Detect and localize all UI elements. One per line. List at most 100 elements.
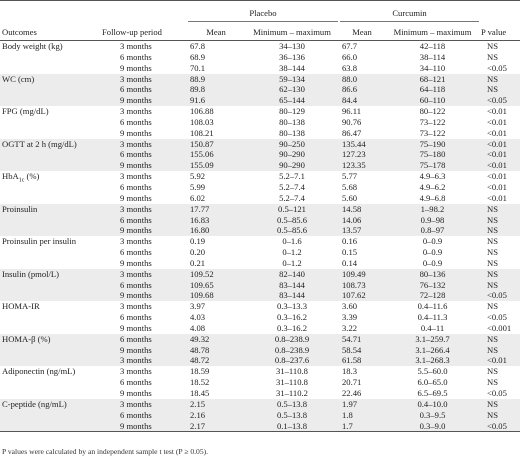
curcumin-mean-cell: 5.77 bbox=[342, 171, 358, 182]
table-row: 9 months 48.78 0.8–238.9 58.54 3.1–266.4 NS bbox=[0, 344, 520, 356]
p-value-cell: NS bbox=[479, 225, 520, 237]
p-value-cell: NS bbox=[487, 377, 498, 388]
curcumin-mean-cell: 20.71 bbox=[342, 377, 362, 388]
placebo-range-cell: 31–110.2 bbox=[276, 388, 308, 398]
p-value-cell: NS bbox=[479, 73, 520, 85]
placebo-mean-cell: 48.72 bbox=[186, 355, 244, 367]
placebo-mean-cell: 5.99 bbox=[190, 181, 206, 192]
p-value-cell: NS bbox=[479, 279, 520, 291]
table-row: 6 months 108.03 80–138 90.76 73–122 <0.01 bbox=[0, 117, 520, 128]
followup-cell: 9 months bbox=[100, 420, 186, 433]
curcumin-mean-cell: 3.22 bbox=[342, 322, 358, 333]
curcumin-mean-cell: 63.8 bbox=[342, 62, 358, 73]
curcumin-range-cell: 0.9–98 bbox=[384, 214, 479, 226]
placebo-range-cell: 0.8–238.9 bbox=[244, 333, 338, 345]
followup-cell: 3 months bbox=[120, 366, 152, 377]
curcumin-range-cell: 5.5–60.0 bbox=[417, 366, 448, 377]
outcome-cell bbox=[0, 323, 100, 334]
placebo-range-cell: 34–130 bbox=[279, 41, 305, 51]
placebo-group-label: Placebo bbox=[188, 8, 338, 22]
table-row: Insulin (pmol/L) 3 months 109.52 82–140 109.… bbox=[0, 268, 520, 280]
placebo-mean-cell: 109.52 bbox=[186, 268, 244, 280]
outcome-cell: Body weight (kg) bbox=[2, 41, 63, 51]
outcome-cell: HbA1c (%) bbox=[2, 171, 40, 182]
table-row: HbA1c (%) 3 months 5.92 5.2–7.1 5.77 4.9–6.3 <… bbox=[0, 171, 520, 182]
curcumin-mean-cell: 0.15 bbox=[342, 247, 358, 258]
curcumin-range-cell: 1–98.2 bbox=[384, 203, 479, 215]
table-row: 6 months 155.06 90–290 127.23 75–180 <0.01 bbox=[0, 149, 520, 161]
followup-cell: 9 months bbox=[120, 127, 152, 138]
p-value-cell: <0.001 bbox=[487, 322, 512, 333]
outcome-cell bbox=[0, 193, 100, 204]
p-value-cell: NS bbox=[479, 344, 520, 356]
followup-cell: 9 months bbox=[100, 344, 186, 356]
table-row: HOMA-β (%) 6 months 49.32 0.8–238.9 54.71 3.1… bbox=[0, 333, 520, 345]
curcumin-mean-cell: 54.71 bbox=[338, 333, 384, 345]
curcumin-mean-cell: 1.7 bbox=[338, 420, 384, 433]
placebo-range-cell: 80–138 bbox=[279, 127, 305, 138]
placebo-mean-cell: 91.6 bbox=[186, 95, 244, 107]
placebo-range-cell: 62–130 bbox=[244, 84, 338, 96]
placebo-mean-cell: 108.21 bbox=[190, 127, 214, 138]
curcumin-mean-cell: 123.35 bbox=[338, 160, 384, 172]
curcumin-mean-cell: 3.60 bbox=[342, 301, 358, 312]
placebo-range-cell: 5.2–7.4 bbox=[279, 192, 305, 203]
placebo-range-cell: 83–144 bbox=[244, 279, 338, 291]
outcome-cell bbox=[0, 128, 100, 139]
curcumin-mean-cell: 18.3 bbox=[342, 366, 358, 377]
followup-cell: 3 months bbox=[100, 398, 186, 410]
placebo-range-cell: 90–290 bbox=[244, 160, 338, 172]
followup-cell: 3 months bbox=[100, 203, 186, 215]
curcumin-mean-cell: 5.68 bbox=[342, 181, 358, 192]
outcome-cell bbox=[0, 95, 100, 107]
placebo-group-header: Placebo bbox=[186, 0, 338, 24]
followup-cell: 9 months bbox=[120, 62, 152, 73]
p-value-cell: <0.01 bbox=[479, 149, 520, 161]
p-value-cell: <0.05 bbox=[487, 388, 507, 398]
placebo-range-cell: 38–144 bbox=[279, 62, 305, 73]
table-row: 9 months 0.21 0–1.2 0.14 0–0.9 NS bbox=[0, 258, 520, 269]
followup-cell: 3 months bbox=[120, 236, 152, 247]
p-value-cell: NS bbox=[479, 398, 520, 410]
curcumin-mean-cell: 90.76 bbox=[342, 116, 362, 127]
curcumin-mean-cell: 127.23 bbox=[338, 149, 384, 161]
placebo-range-cell: 0.1–13.8 bbox=[244, 420, 338, 433]
curcumin-mean-cell: 1.97 bbox=[338, 398, 384, 410]
p-value-spacer bbox=[479, 0, 520, 24]
table-row: 6 months 4.03 0.3–16.2 3.39 0.4–11.3 <0.05 bbox=[0, 312, 520, 323]
curcumin-mean-cell: 96.11 bbox=[342, 106, 362, 117]
curcumin-range-cell: 0.8–97 bbox=[384, 225, 479, 237]
table-row: 6 months 68.9 36–136 66.0 38–114 NS bbox=[0, 52, 520, 63]
placebo-range-cell: 0.3–13.3 bbox=[276, 301, 308, 312]
p-value-cell: NS bbox=[487, 366, 498, 377]
placebo-range-cell: 90–250 bbox=[244, 138, 338, 150]
placebo-range-cell: 5.2–7.1 bbox=[279, 171, 305, 182]
placebo-mean-cell: 17.77 bbox=[186, 203, 244, 215]
outcome-cell bbox=[0, 355, 100, 367]
table-row: 6 months 0.20 0–1.2 0.15 0–0.9 NS bbox=[0, 247, 520, 258]
curcumin-group-header: Curcumin bbox=[338, 0, 479, 24]
table-row: 6 months 2.16 0.5–13.8 1.8 0.3–9.5 NS bbox=[0, 409, 520, 421]
table-row: 9 months 2.17 0.1–13.8 1.7 0.3–9.0 <0.05 bbox=[0, 420, 520, 433]
placebo-mean-cell: 49.32 bbox=[186, 333, 244, 345]
curcumin-range-cell: 0.4–11.6 bbox=[417, 301, 448, 312]
placebo-mean-cell: 89.8 bbox=[186, 84, 244, 96]
placebo-mean-cell: 70.1 bbox=[190, 62, 206, 73]
curcumin-mean-cell: 108.73 bbox=[338, 279, 384, 291]
curcumin-mean-cell: 13.57 bbox=[338, 225, 384, 237]
placebo-mean-cell: 0.20 bbox=[190, 247, 206, 258]
p-value-cell: <0.05 bbox=[487, 62, 507, 73]
table-row: 9 months 18.45 31–110.2 22.46 6.5–69.5 <0.05 bbox=[0, 388, 520, 399]
p-value-cell: <0.01 bbox=[487, 181, 507, 192]
p-value-cell: <0.01 bbox=[479, 138, 520, 150]
outcome-cell: OGTT at 2 h (mg/dL) bbox=[0, 138, 100, 150]
followup-cell: 3 months bbox=[100, 268, 186, 280]
curcumin-mean-cell: 14.58 bbox=[338, 203, 384, 215]
outcome-cell bbox=[0, 409, 100, 421]
curcumin-mean-cell: 1.8 bbox=[338, 409, 384, 421]
placebo-range-cell: 0.8–238.9 bbox=[244, 344, 338, 356]
outcome-cell: C-peptide (ng/mL) bbox=[0, 398, 100, 410]
curcumin-mean-cell: 86.47 bbox=[342, 127, 362, 138]
curcumin-mean-cell: 58.54 bbox=[338, 344, 384, 356]
table-row: 6 months 16.83 0.5–85.6 14.06 0.9–98 NS bbox=[0, 214, 520, 226]
